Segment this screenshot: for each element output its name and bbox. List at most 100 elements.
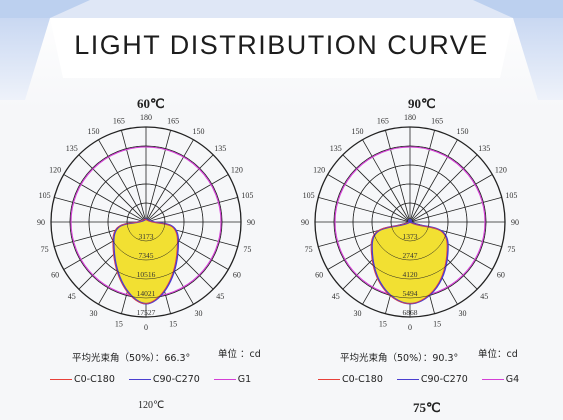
legend-swatch	[128, 379, 151, 380]
radial-value-label: 6868	[403, 308, 418, 317]
grid-ring-overlay	[352, 164, 468, 280]
angle-tick-label: 165	[377, 117, 389, 126]
legend-swatch	[396, 379, 419, 380]
grid-spoke	[145, 139, 194, 223]
angle-tick-label: 180	[140, 113, 152, 122]
angle-tick-label: 105	[505, 191, 517, 200]
angle-tick-label: 90	[247, 218, 255, 227]
radial-value-label: 4120	[403, 270, 418, 279]
angle-tick-label: 120	[49, 166, 61, 175]
grid-spoke	[327, 174, 411, 223]
beam-angle-right: 平均光束角（50%）：90.3°	[340, 353, 459, 364]
angle-tick-label: 0	[144, 323, 148, 332]
legend-swatch	[481, 379, 504, 380]
radial-value-label: 5494	[403, 289, 418, 298]
angle-tick-label: 120	[231, 166, 243, 175]
angle-tick-label: 60	[315, 271, 323, 280]
angle-tick-label: 90	[301, 218, 309, 227]
radial-value-label: 17527	[137, 308, 156, 317]
legend-label: G4	[505, 374, 520, 385]
grid-ring-overlay	[333, 145, 487, 299]
angle-tick-label: 75	[41, 245, 49, 254]
legend-item-c90-c270: C90-C270	[128, 374, 200, 385]
angle-tick-label: 135	[214, 144, 226, 153]
grid-spoke	[409, 130, 435, 223]
radial-value-label: 7345	[139, 251, 154, 260]
grid-spoke	[318, 197, 411, 223]
angle-tick-label: 105	[241, 191, 253, 200]
grid-spoke	[385, 130, 411, 223]
grid-spoke	[121, 130, 147, 223]
angle-tick-label: 60	[497, 271, 505, 280]
grid-ring-overlay	[107, 183, 185, 261]
angle-tick-label: 75	[305, 245, 313, 254]
beam-angle-left: 平均光束角（50%）：66.3°	[72, 353, 191, 364]
legend-label: C0-C180	[74, 374, 115, 385]
angle-tick-label: 150	[88, 127, 100, 136]
grid-ring-overlay	[371, 183, 449, 261]
angle-tick-label: 75	[243, 245, 251, 254]
unit-label-right: 单位：cd	[478, 349, 518, 360]
angle-tick-label: 30	[90, 309, 98, 318]
radial-value-label: 2747	[403, 251, 418, 260]
legend-left: C0-C180 C90-C270 G1	[50, 374, 251, 385]
grid-spoke	[145, 154, 214, 223]
legend-label: C0-C180	[342, 374, 383, 385]
grid-spoke	[145, 174, 229, 223]
angle-tick-label: 150	[457, 127, 469, 136]
legend-item-c0-c180: C0-C180	[50, 374, 115, 385]
legend-swatch	[318, 379, 340, 380]
angle-tick-label: 105	[303, 191, 315, 200]
legend-label: C90-C270	[420, 374, 468, 385]
angle-tick-label: 165	[167, 117, 179, 126]
angle-tick-label: 135	[66, 144, 78, 153]
angle-tick-label: 60	[51, 271, 59, 280]
angle-tick-label: 60	[233, 271, 241, 280]
angle-tick-label: 90	[37, 218, 45, 227]
legend-label: G1	[237, 374, 252, 385]
angle-tick-label: 105	[39, 191, 51, 200]
angle-tick-label: 30	[195, 309, 203, 318]
radial-value-label: 1373	[403, 232, 418, 241]
radial-value-label: 3173	[139, 232, 154, 241]
header-banner: LIGHT DISTRIBUTION CURVE	[0, 0, 563, 110]
c0-c180-curve	[112, 218, 178, 305]
angle-tick-label: 15	[433, 319, 441, 328]
grid-spoke	[54, 197, 147, 223]
angle-tick-label: 30	[354, 309, 362, 318]
grid-spoke	[409, 197, 502, 223]
angle-tick-label: 0	[408, 323, 412, 332]
grid-spoke	[362, 139, 411, 223]
legend-right: C0-C180 C90-C270 G4	[318, 374, 519, 385]
legend-label: C90-C270	[152, 374, 200, 385]
bottom-temperature-right: 75℃	[413, 400, 441, 415]
banner-background	[0, 0, 563, 110]
bottom-temperature-left: 120℃	[138, 400, 165, 411]
grid-spoke	[78, 154, 147, 223]
radial-value-label: 14021	[137, 289, 156, 298]
center-marker	[408, 219, 412, 223]
grid-spoke	[409, 174, 493, 223]
grid-spoke	[342, 154, 411, 223]
legend-item-c90-c270: C90-C270	[396, 374, 468, 385]
angle-tick-label: 135	[478, 144, 490, 153]
legend-swatch	[213, 379, 236, 380]
grid-spoke	[145, 130, 171, 223]
legend-item-g4: G4	[481, 374, 520, 385]
chart-left-temperature: 60℃	[137, 96, 165, 111]
angle-tick-label: 15	[115, 319, 123, 328]
angle-tick-label: 165	[431, 117, 443, 126]
angle-tick-label: 75	[507, 245, 515, 254]
angle-tick-label: 45	[480, 292, 488, 301]
chart-right-temperature: 90℃	[408, 96, 436, 111]
grid-spoke	[409, 139, 458, 223]
grid-spoke	[145, 197, 238, 223]
angle-tick-label: 180	[404, 113, 416, 122]
radial-value-label: 10516	[137, 270, 156, 279]
angle-tick-label: 30	[459, 309, 467, 318]
angle-tick-label: 135	[330, 144, 342, 153]
grid-spoke	[63, 174, 147, 223]
angle-tick-label: 45	[216, 292, 224, 301]
